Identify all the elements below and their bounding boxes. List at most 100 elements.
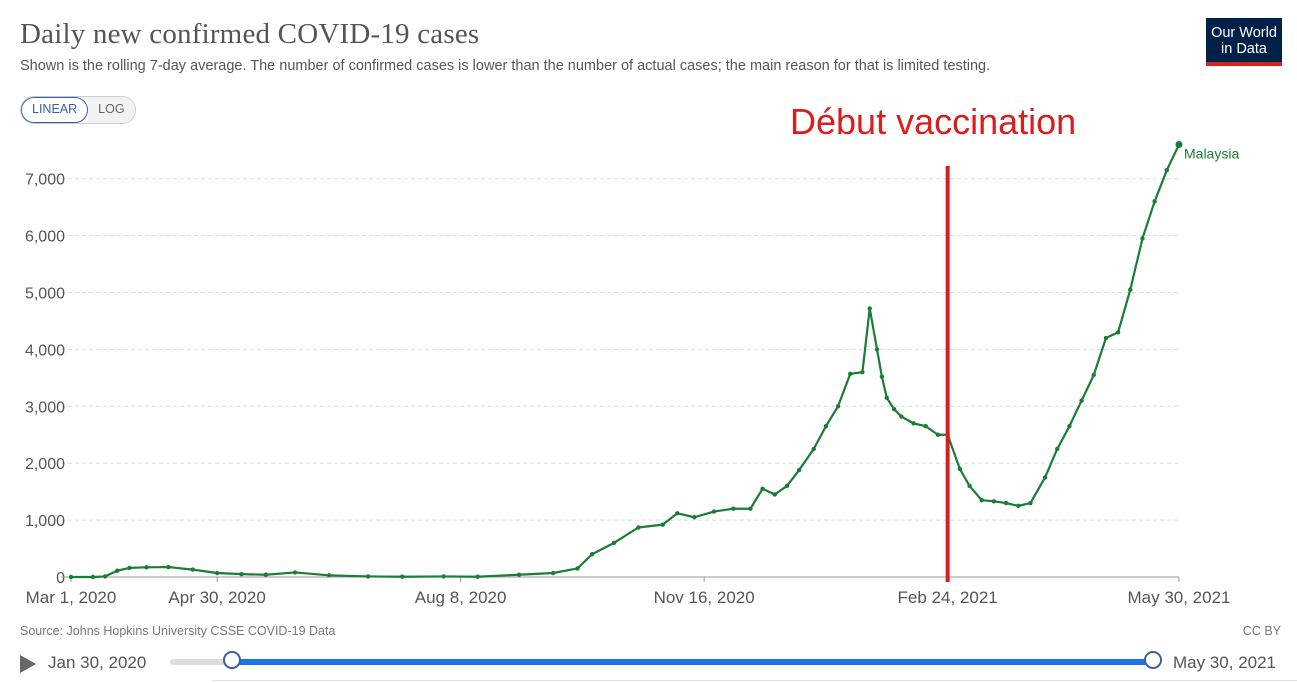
series-line-malaysia (71, 144, 1180, 579)
data-point (1028, 500, 1033, 506)
data-point (1128, 287, 1133, 292)
data-point (1115, 330, 1121, 335)
logo-accent-bar (1206, 62, 1282, 66)
data-point (575, 566, 580, 571)
data-point (967, 483, 972, 489)
data-point (68, 574, 74, 580)
data-point (823, 424, 829, 429)
series-label-malaysia: Malaysia (1184, 146, 1239, 162)
data-point (263, 572, 269, 577)
data-point (166, 564, 171, 570)
timeline-controls: Jan 30, 2020 May 30, 2021 (0, 645, 1297, 683)
data-point (784, 483, 790, 489)
data-point (660, 522, 665, 527)
y-tick-label: 2,000 (25, 456, 65, 473)
chart-title: Daily new confirmed COVID-19 cases (20, 18, 480, 50)
linear-scale-button[interactable]: LINEAR (21, 97, 89, 123)
y-tick-label: 0 (56, 570, 65, 587)
data-point (611, 540, 617, 546)
data-point (1055, 446, 1060, 452)
data-point (475, 574, 480, 579)
license-label[interactable]: CC BY (1242, 624, 1281, 638)
data-point (1003, 500, 1009, 506)
owid-logo[interactable]: Our World in Data (1206, 18, 1282, 66)
x-tick-label: May 30, 2021 (1127, 588, 1230, 607)
timeline-end-handle[interactable] (1144, 651, 1162, 669)
data-point (550, 570, 556, 576)
y-tick-label: 6,000 (25, 229, 65, 246)
data-point (884, 395, 889, 400)
source-note[interactable]: Source: Johns Hopkins University CSSE CO… (20, 624, 336, 638)
data-point (399, 574, 405, 579)
divider (212, 680, 1297, 681)
data-point (127, 565, 132, 571)
scale-toggle: LINEAR LOG (20, 96, 136, 124)
timeline-end-date: May 30, 2021 (1173, 653, 1277, 672)
data-point (1152, 199, 1157, 204)
data-point (899, 414, 904, 419)
data-point (796, 467, 802, 473)
data-point (811, 446, 816, 452)
data-point (874, 347, 880, 352)
data-point (115, 568, 120, 573)
data-point (1164, 167, 1170, 173)
data-point (731, 506, 736, 511)
y-tick-label: 5,000 (25, 286, 65, 303)
data-point (935, 432, 941, 437)
data-point (835, 404, 841, 409)
grid-lines (61, 178, 1179, 521)
data-point (957, 466, 963, 472)
data-point (589, 552, 595, 557)
play-icon[interactable] (20, 655, 36, 673)
data-point (867, 306, 872, 311)
x-tick-label: Apr 30, 2020 (168, 588, 265, 607)
x-tick-label: Aug 8, 2020 (415, 588, 507, 607)
data-point (711, 509, 717, 514)
data-point (214, 570, 220, 576)
data-point (748, 506, 753, 511)
timeline-start-date: Jan 30, 2020 (48, 653, 147, 672)
data-point (292, 570, 298, 575)
data-point (911, 421, 916, 426)
data-point (365, 574, 371, 579)
data-point (1103, 335, 1109, 341)
x-tick-label: Feb 24, 2021 (898, 588, 998, 607)
vaccination-annotation-label: Début vaccination (790, 101, 1077, 142)
series-layer: Malaysia (68, 141, 1239, 580)
data-point (239, 571, 244, 577)
y-tick-label: 4,000 (25, 342, 65, 359)
data-point (326, 573, 332, 578)
data-point (1067, 424, 1072, 429)
data-point (979, 497, 984, 503)
data-point (1140, 236, 1145, 241)
data-point (190, 567, 195, 572)
data-point (1091, 372, 1096, 378)
logo-line-2: in Data (1221, 41, 1267, 57)
data-point (516, 572, 522, 577)
timeline-selected-range (232, 659, 1153, 665)
data-point (848, 371, 853, 377)
y-tick-label: 3,000 (25, 399, 65, 416)
data-point (879, 374, 885, 379)
data-point (860, 369, 865, 375)
x-tick-label: Nov 16, 2020 (654, 588, 755, 607)
y-tick-label: 1,000 (25, 513, 65, 530)
axes: 0 1,000 2,000 3,000 4,000 5,000 6,000 7,000 Mar … (25, 172, 1231, 607)
data-point (991, 499, 997, 504)
line-chart: 0 1,000 2,000 3,000 4,000 5,000 6,000 7,000 Mar … (25, 141, 1239, 607)
timeline-start-handle[interactable] (223, 651, 241, 669)
data-point (692, 515, 697, 520)
logo-line-1: Our World (1211, 25, 1277, 41)
data-point (891, 406, 897, 412)
data-point (90, 574, 96, 580)
data-point (144, 565, 149, 570)
data-point (1079, 398, 1084, 403)
series-end-point (1175, 141, 1183, 149)
chart-subtitle: Shown is the rolling 7-day average. The … (20, 58, 991, 74)
data-point (441, 574, 446, 579)
data-point (923, 424, 928, 429)
x-tick-label: Mar 1, 2020 (26, 588, 117, 607)
y-tick-label: 7,000 (25, 172, 65, 189)
data-point (760, 486, 765, 492)
log-scale-button[interactable]: LOG (88, 97, 135, 123)
